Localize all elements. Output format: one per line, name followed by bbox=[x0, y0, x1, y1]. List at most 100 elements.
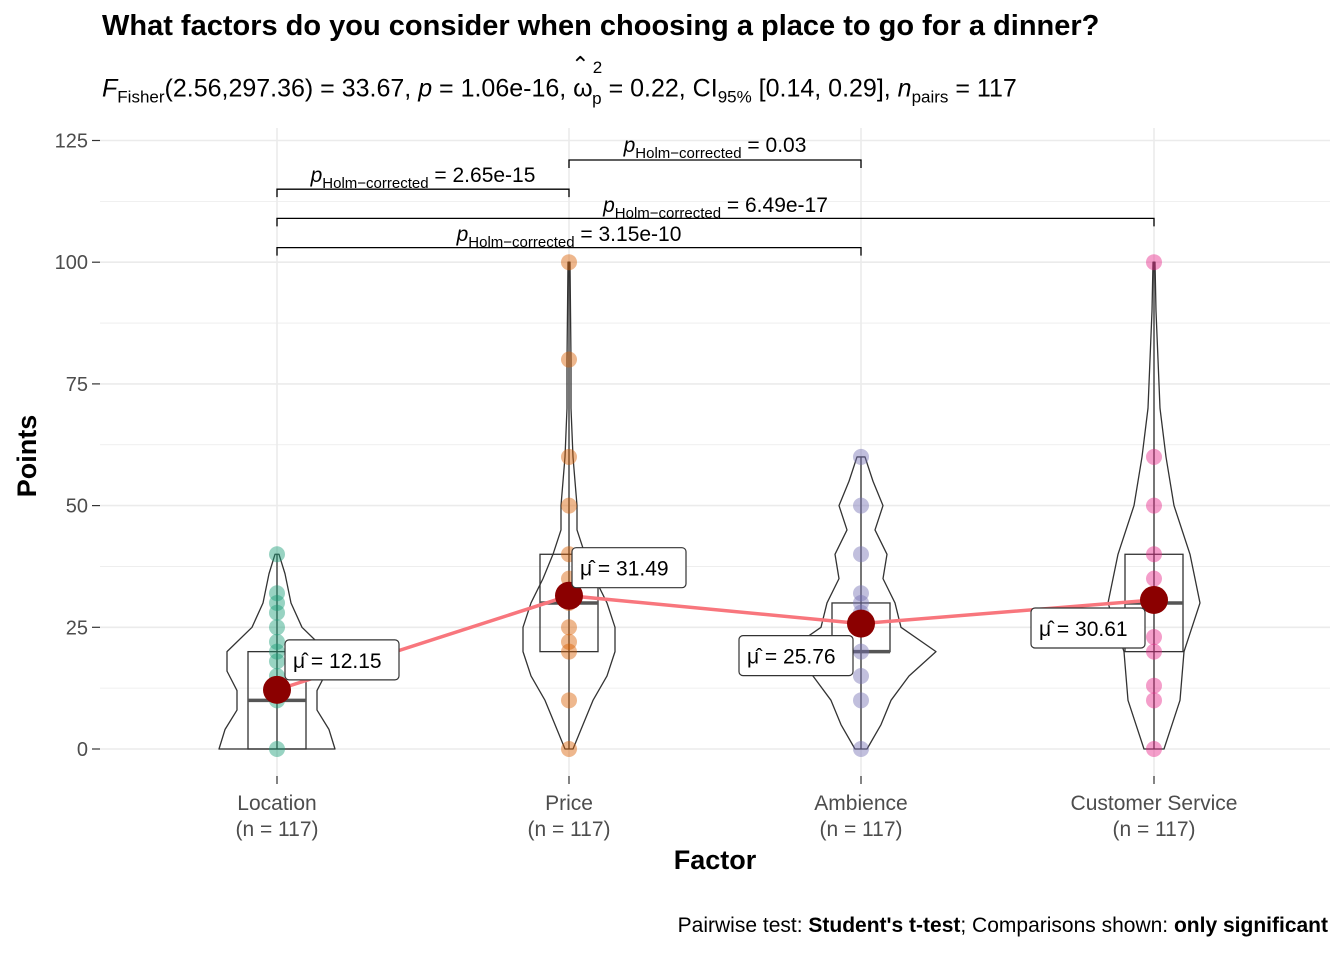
y-axis-label: Points bbox=[12, 415, 42, 498]
data-point bbox=[1146, 497, 1162, 514]
violin bbox=[522, 261, 616, 750]
pairwise-comparisons: pHolm−corrected = 2.65e-15 pHolm−correcte… bbox=[276, 134, 1155, 256]
mean-marker bbox=[1140, 585, 1168, 614]
n-label: n bbox=[897, 74, 912, 103]
data-point bbox=[1146, 692, 1162, 709]
data-point bbox=[269, 585, 285, 602]
omega-letter: ω bbox=[573, 74, 593, 103]
data-point bbox=[269, 546, 285, 563]
x-axis-label: Factor bbox=[674, 845, 757, 875]
x-tick-n-label: (n = 117) bbox=[819, 818, 902, 841]
violin bbox=[1107, 261, 1201, 750]
mean-markers bbox=[263, 581, 1168, 704]
data-point bbox=[561, 619, 577, 636]
data-point bbox=[853, 594, 869, 611]
p-value: = 1.06e-16, bbox=[432, 74, 574, 103]
data-point bbox=[269, 633, 285, 650]
caption-test: Student's t-test bbox=[808, 914, 961, 937]
data-point bbox=[269, 643, 285, 660]
x-tick-label: Ambience bbox=[814, 792, 907, 815]
n-sub: pairs bbox=[911, 87, 949, 107]
data-point bbox=[269, 653, 285, 670]
mean-label-box bbox=[571, 547, 687, 589]
x-axis: Location (n = 117) Price (n = 117) Ambience (… bbox=[235, 776, 1237, 841]
chart-title: What factors do you consider when choosi… bbox=[102, 10, 1100, 42]
x-tick-label: Customer Service bbox=[1071, 792, 1238, 815]
y-tick-label: 0 bbox=[77, 739, 88, 761]
data-point bbox=[561, 497, 577, 514]
omega-symbol: ⌃ ω2 p bbox=[571, 52, 602, 108]
data-point bbox=[561, 633, 577, 650]
ci-sub: 95% bbox=[717, 87, 752, 107]
data-point bbox=[1146, 643, 1162, 660]
data-point bbox=[853, 585, 869, 602]
x-tick-label: Location bbox=[237, 792, 316, 815]
x-tick-label: Price bbox=[545, 792, 593, 815]
comparison-bracket bbox=[276, 217, 1155, 227]
p-label: p bbox=[418, 74, 433, 103]
data-point bbox=[269, 594, 285, 611]
y-tick-label: 50 bbox=[66, 496, 88, 518]
x-tick-n-label: (n = 117) bbox=[527, 818, 610, 841]
mean-label-box bbox=[284, 639, 400, 681]
data-point bbox=[269, 604, 285, 621]
mean-marker bbox=[555, 581, 583, 610]
comparison-label: pHolm−corrected = 2.65e-15 bbox=[310, 164, 536, 192]
mean-label-box bbox=[1030, 607, 1146, 649]
comparison-label: pHolm−corrected = 6.49e-17 bbox=[602, 194, 828, 222]
comparison-label: pHolm−corrected = 0.03 bbox=[623, 134, 807, 162]
y-tick-label: 75 bbox=[66, 374, 88, 396]
data-point bbox=[561, 448, 577, 465]
data-point bbox=[1146, 546, 1162, 563]
y-tick-label: 100 bbox=[55, 252, 88, 274]
chart-subtitle: FFisher(2.56,297.36) = 33.67, p = 1.06e-… bbox=[102, 52, 1017, 108]
mean-line-path bbox=[276, 593, 1155, 692]
data-point bbox=[853, 643, 869, 660]
mean-label-text: μ̂ = 30.61 bbox=[1039, 618, 1128, 641]
caption-prefix: Pairwise test: bbox=[677, 914, 809, 937]
caption-shown: only significant bbox=[1173, 914, 1328, 937]
data-point bbox=[1146, 254, 1162, 271]
data-point bbox=[1146, 570, 1162, 587]
mean-line bbox=[276, 593, 1155, 692]
data-point bbox=[1146, 629, 1162, 646]
data-point bbox=[561, 254, 577, 271]
data-point bbox=[561, 643, 577, 660]
data-point bbox=[853, 692, 869, 709]
omega-hat-icon: ⌃ bbox=[571, 52, 590, 77]
omega-sub: p bbox=[592, 89, 602, 109]
data-point bbox=[853, 741, 869, 757]
f-sub: Fisher bbox=[117, 87, 165, 107]
data-point bbox=[853, 667, 869, 684]
chart-plot: 0 25 50 75 100 125 Location (n = 117) Price (n =… bbox=[12, 128, 1330, 875]
omega-sup: 2 bbox=[592, 58, 603, 77]
ci-value: [0.14, 0.29], bbox=[751, 74, 898, 103]
data-point bbox=[561, 351, 577, 368]
f-value: (2.56,297.36) = 33.67, bbox=[164, 74, 419, 103]
omega-value: = 0.22, CI bbox=[601, 74, 718, 103]
data-point bbox=[1146, 741, 1162, 757]
data-point bbox=[269, 741, 285, 757]
x-tick-n-label: (n = 117) bbox=[1112, 818, 1195, 841]
mean-label-text: μ̂ = 25.76 bbox=[747, 646, 836, 669]
mean-label-text: μ̂ = 12.15 bbox=[293, 650, 382, 673]
data-point bbox=[1146, 448, 1162, 465]
comparison-bracket bbox=[276, 188, 570, 198]
data-point bbox=[269, 619, 285, 636]
x-tick-n-label: (n = 117) bbox=[235, 818, 318, 841]
data-point bbox=[853, 497, 869, 514]
data-point bbox=[561, 741, 577, 757]
mean-marker bbox=[847, 609, 875, 638]
mean-label-text: μ̂ = 31.49 bbox=[580, 558, 669, 581]
comparison-label: pHolm−corrected = 3.15e-10 bbox=[456, 223, 682, 251]
violin bbox=[218, 553, 336, 750]
f-label: F bbox=[102, 74, 118, 103]
y-tick-label: 25 bbox=[66, 617, 88, 639]
data-point bbox=[1146, 677, 1162, 694]
data-point bbox=[853, 546, 869, 563]
n-value: = 117 bbox=[948, 74, 1017, 103]
caption-middle: ; Comparisons shown: bbox=[960, 914, 1174, 937]
data-point bbox=[853, 448, 869, 465]
mean-marker bbox=[263, 675, 291, 704]
comparison-bracket bbox=[276, 246, 862, 256]
